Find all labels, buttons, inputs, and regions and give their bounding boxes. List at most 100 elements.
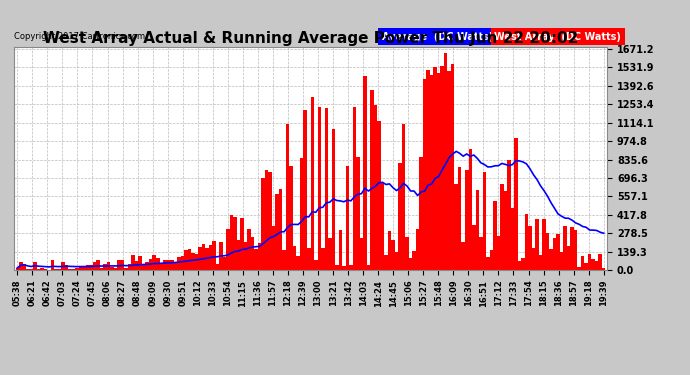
Bar — [146, 262, 149, 270]
Bar — [37, 269, 40, 270]
Bar — [584, 263, 588, 270]
Bar — [359, 238, 363, 270]
Bar — [181, 256, 184, 270]
Bar — [75, 268, 79, 270]
Bar — [437, 74, 440, 270]
Bar — [335, 265, 339, 270]
Bar — [363, 76, 366, 270]
Bar — [504, 191, 507, 270]
Bar — [50, 260, 55, 270]
Bar — [388, 231, 391, 270]
Bar — [304, 110, 307, 270]
Bar — [208, 245, 213, 270]
Bar — [314, 260, 317, 270]
Bar — [166, 260, 170, 270]
Bar — [139, 256, 142, 270]
Bar — [293, 246, 297, 270]
Bar — [598, 254, 602, 270]
Bar — [542, 219, 546, 270]
Bar — [68, 269, 72, 270]
Bar — [107, 262, 110, 270]
Bar — [546, 233, 549, 270]
Bar — [159, 263, 163, 270]
Bar — [440, 66, 444, 270]
Bar — [374, 105, 377, 270]
Bar — [223, 257, 226, 270]
Bar — [240, 217, 244, 270]
Bar — [247, 229, 250, 270]
Bar — [332, 129, 335, 270]
Bar — [233, 217, 237, 270]
Bar — [16, 268, 19, 270]
Bar — [65, 265, 68, 270]
Bar — [177, 257, 181, 270]
Bar — [201, 244, 205, 270]
Bar — [156, 258, 159, 270]
Bar — [451, 64, 455, 270]
Bar — [104, 264, 107, 270]
Bar — [462, 242, 465, 270]
Bar — [128, 264, 131, 270]
Bar — [282, 250, 286, 270]
Bar — [588, 255, 591, 270]
Bar — [402, 124, 405, 270]
Bar — [398, 164, 402, 270]
Bar — [413, 251, 416, 270]
Bar — [255, 249, 258, 270]
Bar — [184, 250, 188, 270]
Bar — [529, 226, 532, 270]
Bar — [549, 249, 553, 270]
Bar — [602, 268, 605, 270]
Bar — [353, 107, 356, 270]
Bar — [342, 266, 346, 270]
Bar — [556, 234, 560, 270]
Bar — [135, 261, 139, 270]
Bar — [356, 157, 359, 270]
Bar — [114, 268, 117, 270]
Bar — [188, 249, 191, 270]
Bar — [268, 172, 272, 270]
Bar — [307, 248, 310, 270]
Bar — [391, 240, 395, 270]
Bar — [497, 236, 500, 270]
Bar — [560, 252, 563, 270]
Bar — [433, 68, 437, 270]
Text: Copyright 2017 Cartronics.com: Copyright 2017 Cartronics.com — [14, 32, 145, 41]
Bar — [219, 242, 223, 270]
Bar — [258, 243, 262, 270]
Bar — [43, 269, 47, 270]
Bar — [237, 240, 240, 270]
Bar — [272, 226, 275, 270]
Bar — [198, 247, 201, 270]
Bar — [521, 258, 524, 270]
Bar — [317, 107, 321, 270]
Bar — [262, 178, 265, 270]
Bar — [563, 226, 566, 270]
Bar — [420, 157, 423, 270]
Bar — [511, 208, 514, 270]
Bar — [174, 262, 177, 270]
Title: West Array Actual & Running Average Power Thu Jun 22 20:02: West Array Actual & Running Average Powe… — [43, 31, 578, 46]
Bar — [426, 70, 430, 270]
Bar — [595, 261, 598, 270]
Bar — [423, 79, 426, 270]
Bar — [514, 138, 518, 270]
Bar — [30, 268, 33, 270]
Bar — [149, 259, 152, 270]
Bar — [377, 121, 381, 270]
Bar — [216, 264, 219, 270]
Bar — [244, 242, 247, 270]
Bar — [275, 194, 279, 270]
Bar — [405, 237, 408, 270]
Bar — [58, 268, 61, 270]
Bar — [117, 260, 121, 270]
Bar — [265, 170, 268, 270]
Bar — [19, 262, 23, 270]
Bar — [310, 97, 314, 270]
Bar — [226, 229, 230, 270]
Bar — [571, 227, 574, 270]
Bar — [97, 260, 100, 270]
Bar — [213, 241, 216, 270]
Bar — [92, 262, 97, 270]
Bar — [297, 256, 300, 270]
